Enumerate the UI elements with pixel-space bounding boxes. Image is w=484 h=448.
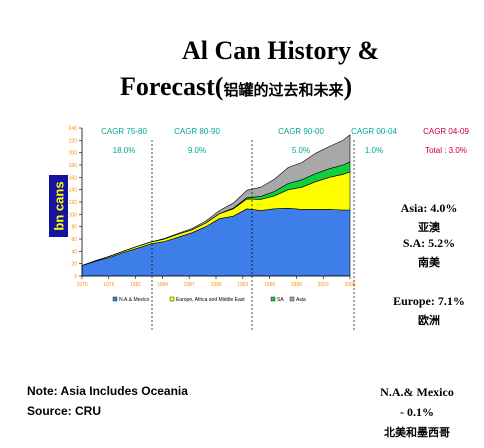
area-asia <box>81 134 351 266</box>
asia-cagr: Asia: 4.0% <box>400 201 458 215</box>
note-source: Source: CRU <box>27 404 102 418</box>
asia-label: Asia: 4.0% 亚澳 <box>394 201 464 235</box>
legend-label: Europe, Africa and Middle East <box>176 297 245 303</box>
cagr-period-value: 1.0% <box>365 146 383 155</box>
note-asia: Note: Asia Includes Oceania <box>27 384 188 398</box>
cagr-period-value: 9.0% <box>188 146 206 155</box>
na-cagr: - 0.1% <box>400 405 434 419</box>
legend-swatch <box>112 296 118 302</box>
cagr-period-label: CAGR 00-04 <box>351 127 397 136</box>
legend-label: N.A.& Mexico <box>119 297 150 303</box>
x-tick-label: 1970 <box>76 282 87 288</box>
x-tick-label: 1993 <box>237 282 248 288</box>
cagr-period-label: CAGR 90-00 <box>278 127 324 136</box>
y-tick-label: 80 <box>71 225 77 231</box>
y-tick-label: 0 <box>74 274 77 280</box>
x-tick-label: 1987 <box>184 282 195 288</box>
legend-swatch <box>169 296 175 302</box>
legend-label: Asia <box>296 297 306 303</box>
y-tick-label: 220 <box>69 138 78 144</box>
x-tick-label: 1984 <box>157 282 168 288</box>
title-text-2: Forecast( <box>120 72 224 101</box>
title-line-2: Forecast(铝罐的过去和未来) <box>120 72 352 105</box>
na-label: N.A.& Mexico - 0.1% 北美和墨西哥 <box>372 385 462 440</box>
legend-swatch <box>289 296 295 302</box>
y-axis-label: bn cans <box>51 181 66 231</box>
y-tick-label: 240 <box>69 126 78 132</box>
sa-label: S.A: 5.2% 南美 <box>394 236 464 270</box>
y-tick-label: 120 <box>69 200 78 206</box>
cagr-period-value: 5.0% <box>292 146 310 155</box>
y-axis-badge: bn cans <box>49 175 68 237</box>
europe-cagr: Europe: 7.1% <box>393 294 465 308</box>
legend-swatch <box>270 296 276 302</box>
sa-cjk: 南美 <box>418 256 440 269</box>
y-tick-label: 160 <box>69 175 78 181</box>
y-tick-label: 60 <box>71 237 77 243</box>
y-tick-label: 180 <box>69 163 78 169</box>
y-tick-label: 40 <box>71 249 77 255</box>
y-tick-label: 20 <box>71 262 77 268</box>
asia-cjk: 亚澳 <box>418 221 440 234</box>
y-tick-label: 200 <box>69 151 78 157</box>
legend-label: SA <box>277 297 284 303</box>
title-text-1: Al Can History & <box>182 36 380 65</box>
title-text-2-end: ) <box>343 72 353 101</box>
sa-cagr: S.A: 5.2% <box>402 236 456 250</box>
y-tick-label: 100 <box>69 212 78 218</box>
x-tick-label: 2005 <box>344 282 355 288</box>
cagr-period-value: Total : 3.0% <box>425 146 467 155</box>
title-cjk: 铝罐的过去和未来 <box>223 81 344 99</box>
cagr-period-label: CAGR 75-80 <box>101 127 147 136</box>
europe-cjk: 欧洲 <box>418 314 440 327</box>
na-name: N.A.& Mexico <box>380 385 454 399</box>
x-tick-label: 2002 <box>318 282 329 288</box>
title-line-1: Al Can History & <box>182 36 379 66</box>
x-tick-label: 1996 <box>264 282 275 288</box>
x-tick-label: 1990 <box>210 282 221 288</box>
x-tick-label: 1999 <box>291 282 302 288</box>
y-tick-label: 140 <box>69 188 78 194</box>
na-cjk: 北美和墨西哥 <box>384 426 450 439</box>
cagr-period-label: CAGR 80-90 <box>174 127 220 136</box>
cagr-period-value: 18.0% <box>113 146 136 155</box>
cagr-period-label: CAGR 04-09 <box>423 127 469 136</box>
x-tick-label: 1975 <box>103 282 114 288</box>
europe-label: Europe: 7.1% 欧洲 <box>388 294 470 328</box>
x-tick-label: 1981 <box>130 282 141 288</box>
